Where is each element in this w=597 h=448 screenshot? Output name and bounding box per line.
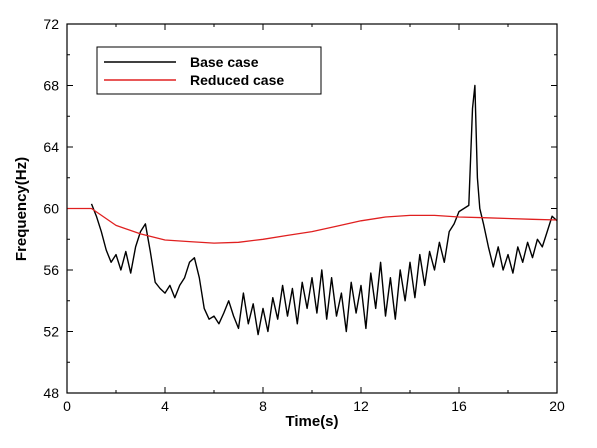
series-line-base-case <box>90 84 558 336</box>
plot-lines <box>67 84 558 336</box>
y-tick-label: 60 <box>43 201 59 217</box>
x-axis-title: Time(s) <box>285 413 338 430</box>
legend: Base case Reduced case <box>96 46 322 95</box>
x-tick-label: 0 <box>63 398 71 414</box>
legend-box <box>96 46 322 95</box>
y-tick-label: 48 <box>43 385 59 401</box>
y-tick-label: 56 <box>43 262 59 278</box>
plot-frame <box>66 23 558 394</box>
y-axis-title: Frequency(Hz) <box>13 157 30 261</box>
x-tick-label: 20 <box>549 398 565 414</box>
y-tick-label: 72 <box>43 16 59 32</box>
y-tick-label: 52 <box>43 324 59 340</box>
x-tick-label: 8 <box>259 398 267 414</box>
legend-label-base-case: Base case <box>190 54 259 70</box>
y-tick-label: 68 <box>43 78 59 94</box>
x-tick-label: 12 <box>353 398 369 414</box>
y-tick-label: 64 <box>43 139 59 155</box>
series-line-reduced-case <box>67 207 558 244</box>
x-tick-label: 16 <box>451 398 467 414</box>
legend-label-reduced-case: Reduced case <box>190 72 284 88</box>
x-tick-label: 4 <box>161 398 169 414</box>
